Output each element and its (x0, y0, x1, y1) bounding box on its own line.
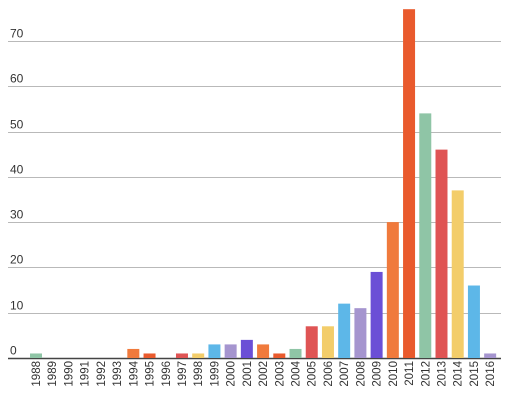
x-tick-label-2012: 2012 (420, 361, 432, 387)
bar-2008 (354, 308, 367, 358)
y-tick-label: 10 (10, 299, 24, 313)
y-tick-label: 60 (10, 72, 24, 86)
bar-2002 (257, 344, 270, 358)
bar-2013 (435, 149, 448, 358)
x-tick-label-1997: 1997 (177, 361, 189, 387)
x-tick-label-1994: 1994 (128, 360, 140, 386)
bar-1997 (175, 353, 188, 358)
x-tick-label-1988: 1988 (31, 361, 43, 387)
x-tick-label-2014: 2014 (453, 360, 465, 386)
x-tick-label-2004: 2004 (291, 360, 303, 386)
y-tick-label: 0 (10, 344, 17, 358)
bar-2012 (419, 113, 432, 358)
bar-2011 (403, 9, 416, 358)
gridlines (8, 41, 501, 360)
x-tick-label-2006: 2006 (323, 361, 335, 387)
x-tick-label-1995: 1995 (145, 361, 157, 387)
x-tick-label-1998: 1998 (193, 361, 205, 387)
x-tick-label-2015: 2015 (469, 361, 481, 387)
y-tick-label: 20 (10, 253, 24, 267)
bar-2014 (451, 190, 464, 358)
y-tick-label: 50 (10, 118, 24, 132)
y-axis-labels: 0 10 20 30 40 50 60 70 (10, 27, 24, 358)
bar-2009 (370, 271, 383, 358)
bar-1999 (208, 344, 221, 358)
x-tick-label-2016: 2016 (485, 361, 497, 387)
x-tick-label-2011: 2011 (404, 361, 416, 386)
x-tick-label-2000: 2000 (226, 361, 238, 387)
x-tick-label-2009: 2009 (372, 361, 384, 387)
bar-2003 (273, 353, 286, 358)
x-tick-label-1991: 1991 (80, 361, 92, 387)
x-tick-label-2013: 2013 (437, 361, 449, 387)
bar-2004 (289, 348, 302, 358)
x-tick-label-1996: 1996 (161, 361, 173, 387)
bar-1995 (143, 353, 156, 358)
y-tick-label: 40 (10, 163, 24, 177)
x-tick-label-2010: 2010 (388, 361, 400, 387)
bar-2001 (240, 339, 253, 358)
x-tick-label-1992: 1992 (96, 361, 108, 387)
bar-2015 (467, 285, 480, 358)
bar-2000 (224, 344, 237, 358)
bars (30, 9, 497, 358)
bar-2007 (338, 303, 351, 358)
x-tick-label-2008: 2008 (355, 361, 367, 387)
x-tick-label-1993: 1993 (112, 361, 124, 387)
bar-2016 (484, 353, 497, 358)
x-tick-label-1989: 1989 (47, 361, 59, 387)
y-tick-label: 70 (10, 27, 24, 41)
x-tick-label-2001: 2001 (242, 361, 254, 387)
x-tick-label-1999: 1999 (209, 361, 221, 387)
bar-1998 (192, 353, 205, 358)
bar-2010 (386, 222, 399, 358)
x-tick-label-1990: 1990 (63, 361, 75, 387)
bar-1988 (30, 353, 42, 358)
y-tick-label: 30 (10, 208, 24, 222)
x-tick-label-2007: 2007 (339, 361, 351, 387)
bar-2006 (321, 326, 334, 358)
x-tick-label-2002: 2002 (258, 361, 270, 387)
x-axis-labels: 1988 1989 1990 1991 1992 1993 1994 1995 1996 1997… (31, 360, 497, 386)
x-tick-label-2005: 2005 (307, 361, 319, 387)
bar-1994 (127, 348, 140, 358)
bar-2005 (305, 326, 318, 358)
x-tick-label-2003: 2003 (274, 361, 286, 387)
